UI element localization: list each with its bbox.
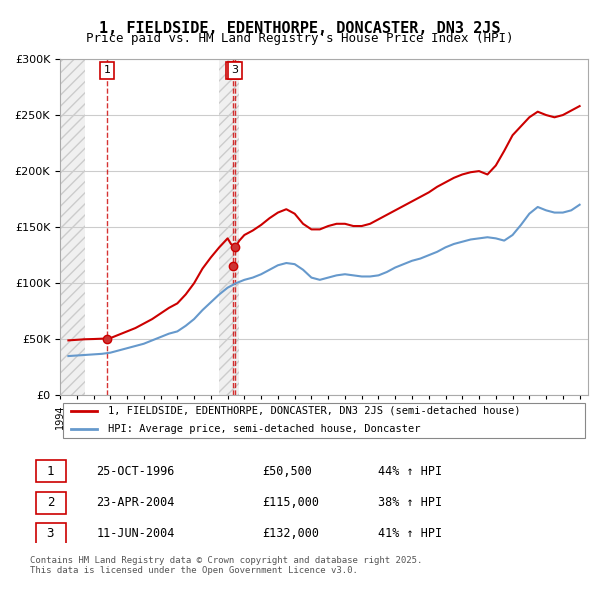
Text: Price paid vs. HM Land Registry's House Price Index (HPI): Price paid vs. HM Land Registry's House … [86,32,514,45]
Text: 25-OCT-1996: 25-OCT-1996 [96,465,175,478]
Text: 23-APR-2004: 23-APR-2004 [96,496,175,509]
FancyBboxPatch shape [35,491,66,513]
Text: 41% ↑ HPI: 41% ↑ HPI [378,527,442,540]
Text: £115,000: £115,000 [262,496,319,509]
FancyBboxPatch shape [35,523,66,545]
Text: £50,500: £50,500 [262,465,312,478]
Text: HPI: Average price, semi-detached house, Doncaster: HPI: Average price, semi-detached house,… [107,424,420,434]
Bar [60,59,85,395]
Bar [219,59,239,395]
Text: 3: 3 [47,527,54,540]
FancyBboxPatch shape [62,403,586,438]
Text: 3: 3 [232,65,239,75]
Text: 1: 1 [47,465,54,478]
Text: 1, FIELDSIDE, EDENTHORPE, DONCASTER, DN3 2JS (semi-detached house): 1, FIELDSIDE, EDENTHORPE, DONCASTER, DN3… [107,406,520,416]
Text: 1: 1 [104,65,111,75]
FancyBboxPatch shape [35,460,66,483]
Text: 38% ↑ HPI: 38% ↑ HPI [378,496,442,509]
Text: Contains HM Land Registry data © Crown copyright and database right 2025.
This d: Contains HM Land Registry data © Crown c… [30,556,422,575]
Text: 2: 2 [229,65,236,75]
Text: 1, FIELDSIDE, EDENTHORPE, DONCASTER, DN3 2JS: 1, FIELDSIDE, EDENTHORPE, DONCASTER, DN3… [99,21,501,35]
Text: £132,000: £132,000 [262,527,319,540]
Text: 11-JUN-2004: 11-JUN-2004 [96,527,175,540]
Text: 2: 2 [47,496,54,509]
Text: 44% ↑ HPI: 44% ↑ HPI [378,465,442,478]
